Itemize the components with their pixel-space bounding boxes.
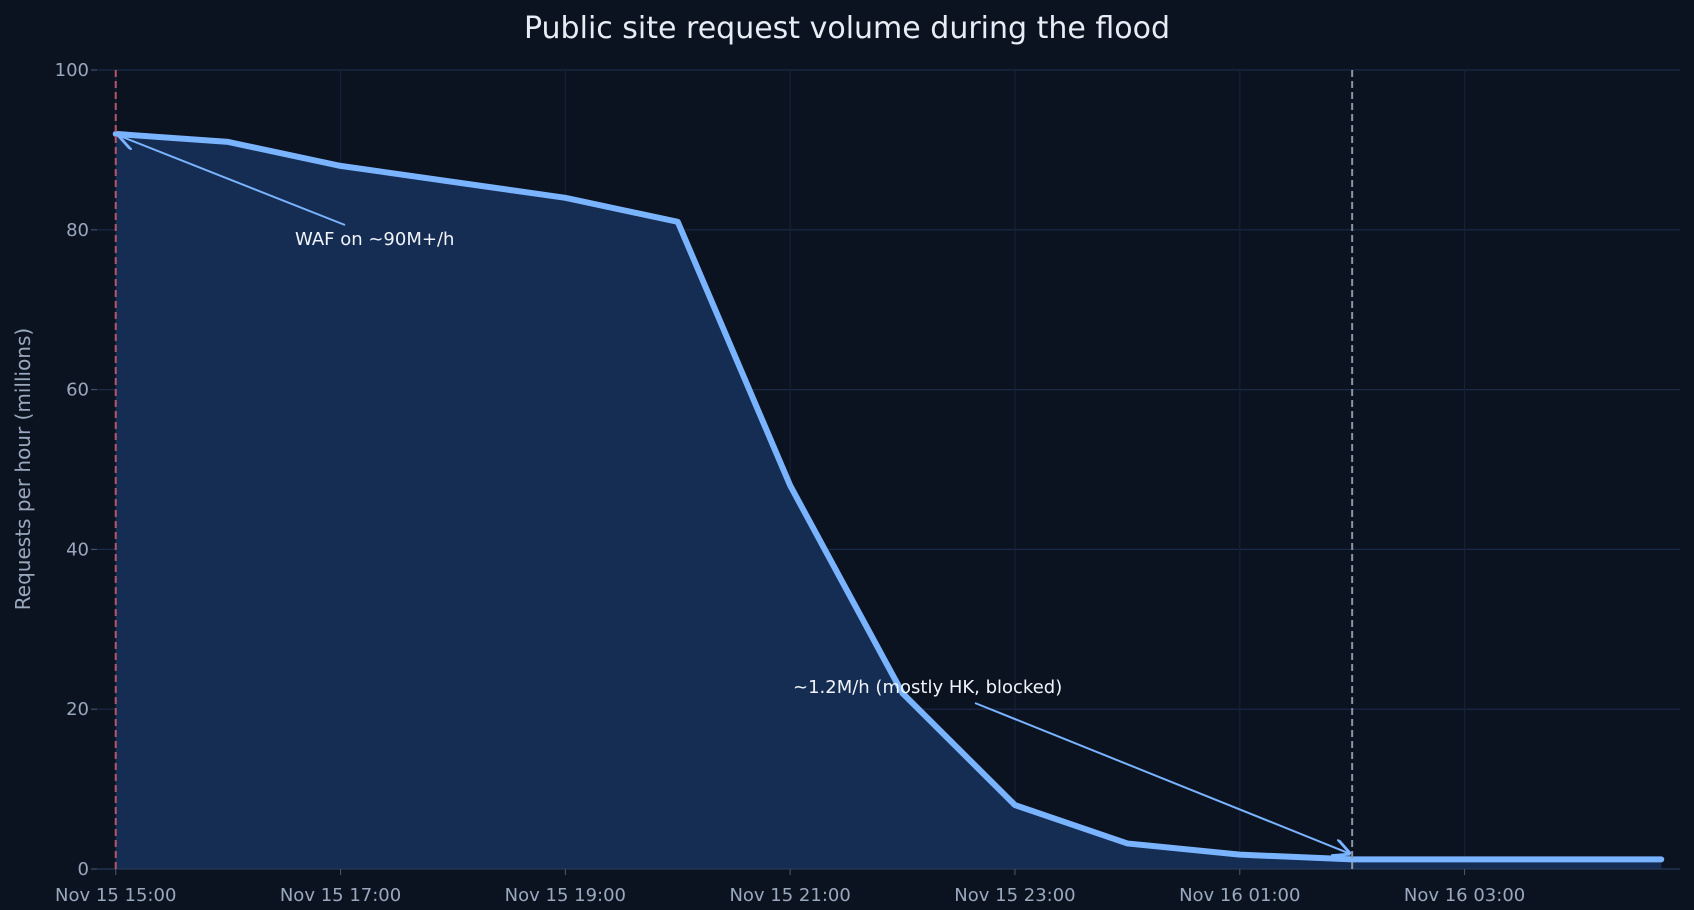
plot-area — [97, 70, 1680, 870]
x-tick-label: Nov 15 15:00 — [55, 885, 176, 906]
y-tick-label: 100 — [55, 60, 89, 81]
y-axis-label: Requests per hour (millions) — [11, 328, 35, 610]
x-tick-label: Nov 16 03:00 — [1404, 885, 1525, 906]
y-tick-label: 80 — [66, 220, 89, 241]
y-tick-label: 60 — [66, 380, 89, 401]
y-tick-label: 0 — [78, 859, 89, 880]
annotations: WAF on ~90M+/h ~1.2M/h (mostly HK, blocke… — [120, 136, 1349, 853]
series-line — [112, 130, 1665, 863]
area-fill — [115, 133, 1662, 870]
x-tick-label: Nov 15 21:00 — [729, 885, 850, 906]
x-tick-label: Nov 15 19:00 — [505, 885, 626, 906]
annotation-arrow — [974, 702, 1349, 853]
y-axis-ticks: 0 20 40 60 80 100 — [55, 60, 97, 880]
annotation-label: WAF on ~90M+/h — [295, 229, 454, 250]
y-tick-label: 40 — [66, 539, 89, 560]
x-axis-ticks: Nov 15 15:00 Nov 15 17:00 Nov 15 19:00 Nov … — [55, 869, 1525, 906]
x-tick-label: Nov 16 01:00 — [1179, 885, 1300, 906]
x-tick-label: Nov 15 23:00 — [954, 885, 1075, 906]
chart-title: Public site request volume during the fl… — [524, 11, 1170, 46]
x-tick-label: Nov 15 17:00 — [280, 885, 401, 906]
annotation-label: ~1.2M/h (mostly HK, blocked) — [793, 677, 1062, 698]
annotation-arrow — [120, 136, 346, 226]
y-tick-label: 20 — [66, 699, 89, 720]
